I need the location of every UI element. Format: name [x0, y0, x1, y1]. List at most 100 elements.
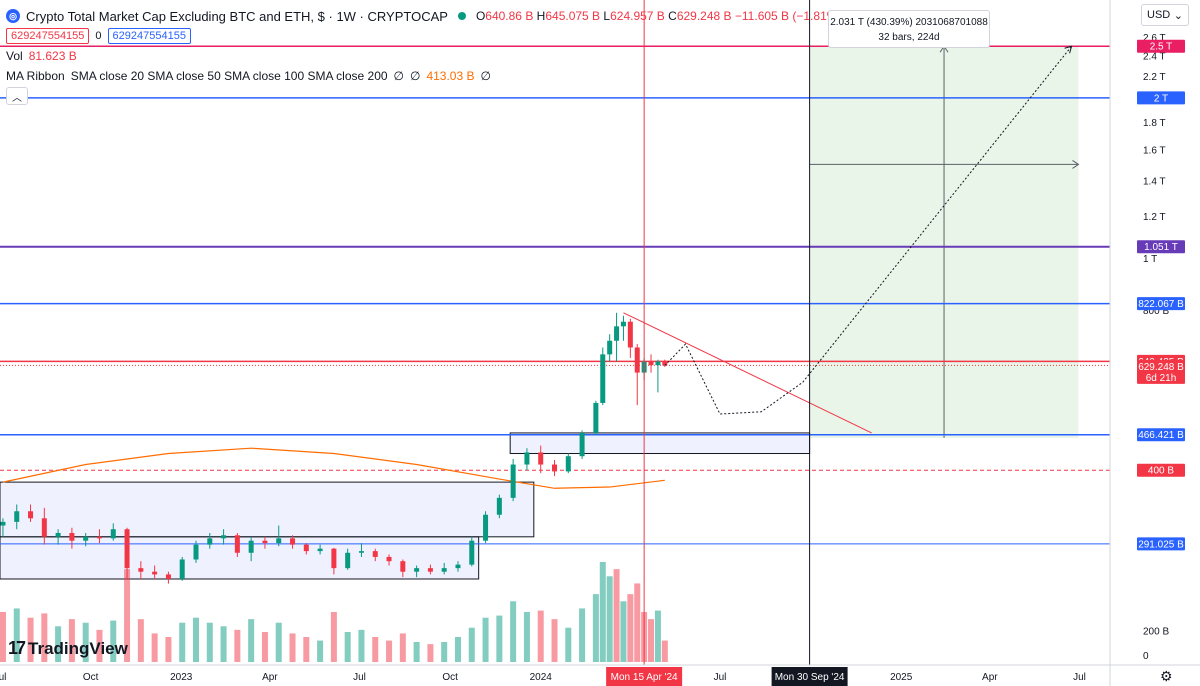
symbol-title[interactable]: Crypto Total Market Cap Excluding BTC an… — [26, 8, 448, 24]
time-tick-label: Jul — [714, 672, 727, 683]
sell-button[interactable]: 629247554155 — [6, 28, 90, 44]
ohlc-close: 629.248 B — [676, 9, 732, 23]
level-tag-label: 291.025 B — [1138, 539, 1184, 550]
price-tick-label: 2.6 T — [1143, 33, 1166, 44]
measure-bars: 32 bars, 224d — [878, 32, 940, 43]
volume-bar — [110, 620, 117, 662]
volume-bar — [330, 612, 337, 662]
candle-body — [552, 464, 558, 472]
candle-body — [28, 511, 34, 519]
volume-bar — [248, 619, 255, 662]
volume-bar — [386, 640, 393, 662]
level-tag-label: 2.5 T — [1150, 42, 1173, 53]
ma-value-2: ∅ — [410, 69, 421, 83]
candle-body — [593, 402, 599, 433]
volume-bar — [317, 640, 324, 662]
volume-bar — [565, 627, 572, 662]
candle-body — [248, 540, 254, 553]
price-tick-label: 1.2 T — [1143, 212, 1166, 223]
volume-bar — [510, 601, 517, 662]
market-status-icon — [457, 12, 466, 20]
currency-label: USD — [1147, 9, 1171, 21]
ma-params: SMA close 20 SMA close 50 SMA close 100 … — [70, 69, 388, 83]
volume-bar — [454, 637, 461, 662]
price-tick-label: 1 T — [1143, 254, 1157, 265]
time-tag-bg — [606, 667, 683, 686]
volume-value: 81.623 B — [28, 49, 77, 63]
measure-arrow-right — [1072, 159, 1080, 169]
candle-body — [614, 326, 620, 341]
ohlc-open: 640.86 B — [485, 9, 534, 23]
candle-body — [193, 544, 199, 560]
candle-body — [69, 532, 75, 541]
candle-body — [524, 452, 530, 465]
volume-bar — [275, 622, 282, 662]
projection-arrow — [1064, 45, 1073, 54]
candle-body — [600, 354, 606, 403]
ma-row: MA Ribbon SMA close 20 SMA close 50 SMA … — [6, 66, 841, 86]
volume-row: Vol 81.623 B — [6, 46, 841, 66]
candle-body — [55, 532, 61, 537]
chevron-down-icon: ⌄ — [1173, 9, 1183, 22]
volume-bar — [0, 612, 6, 662]
volume-bar — [523, 612, 530, 662]
candle-body — [427, 568, 433, 572]
candle-body — [290, 538, 296, 545]
ma-value-4: ∅ — [480, 69, 491, 83]
candle-body — [655, 361, 661, 366]
ma-value-1: ∅ — [393, 69, 404, 83]
drawings — [623, 0, 1073, 665]
buy-button[interactable]: 629247554155 — [107, 28, 191, 44]
candle-body — [41, 518, 47, 537]
ma-value-3: 413.03 B — [426, 69, 475, 83]
time-tick-label: Jul — [1073, 672, 1086, 683]
volume-bar — [303, 637, 310, 662]
title-row: ◎ Crypto Total Market Cap Excluding BTC … — [6, 6, 841, 26]
candle-body — [627, 321, 633, 348]
candle-body — [648, 361, 654, 366]
level-tag-bg — [1137, 428, 1185, 442]
candle-body — [0, 521, 6, 526]
price-tick-label: 1.8 T — [1143, 118, 1166, 129]
price-tick-label: 2.2 T — [1143, 72, 1166, 83]
price-tick-label: 2.4 T — [1143, 52, 1166, 63]
candle-body — [207, 538, 213, 545]
volume-bar — [427, 644, 434, 662]
candle-body — [400, 561, 406, 572]
tradingview-logo[interactable]: 17 TradingView — [8, 638, 128, 659]
gear-icon[interactable]: ⚙ — [1160, 668, 1173, 684]
time-tick-label: Apr — [262, 672, 278, 683]
currency-select[interactable]: USD ⌄ — [1141, 4, 1189, 26]
candle-body — [14, 511, 20, 522]
price-tick-label: 1.6 T — [1143, 145, 1166, 156]
time-tag-bg — [771, 667, 848, 686]
time-tag-label: Mon 15 Apr '24 — [611, 672, 678, 683]
volume-bar — [220, 626, 227, 662]
candle-body — [358, 551, 364, 553]
candle-body — [372, 551, 378, 557]
cryptocap-icon: ◎ — [6, 9, 20, 23]
chevron-up-icon[interactable]: ︿ — [6, 87, 28, 105]
trade-row: 629247554155 0 629247554155 — [6, 26, 841, 46]
price-tick-label: 1.4 T — [1143, 176, 1166, 187]
measure-tooltip: 2.031 T (430.39%) 2031068701088 32 bars,… — [828, 10, 990, 48]
volume-bar — [661, 640, 668, 662]
volume-label[interactable]: Vol — [6, 49, 23, 63]
volume-bar — [496, 615, 503, 662]
ma-label[interactable]: MA Ribbon — [6, 69, 65, 83]
volume-bar — [599, 562, 606, 662]
volume-bar — [441, 642, 448, 662]
volume-bar — [620, 601, 627, 662]
volume-bar — [551, 619, 558, 662]
volume-bar — [165, 637, 172, 662]
trend-line — [623, 312, 872, 434]
time-tick-label: Jul — [353, 672, 366, 683]
range-box — [0, 481, 535, 538]
candle-body — [510, 464, 516, 498]
candle-body — [179, 559, 185, 579]
time-axis: JulOct2023AprJulOct2024AprJul2025AprJulM… — [0, 664, 1200, 686]
candle-body — [469, 540, 475, 565]
time-tick-label: 2025 — [890, 672, 913, 683]
volume-bar — [179, 622, 186, 662]
